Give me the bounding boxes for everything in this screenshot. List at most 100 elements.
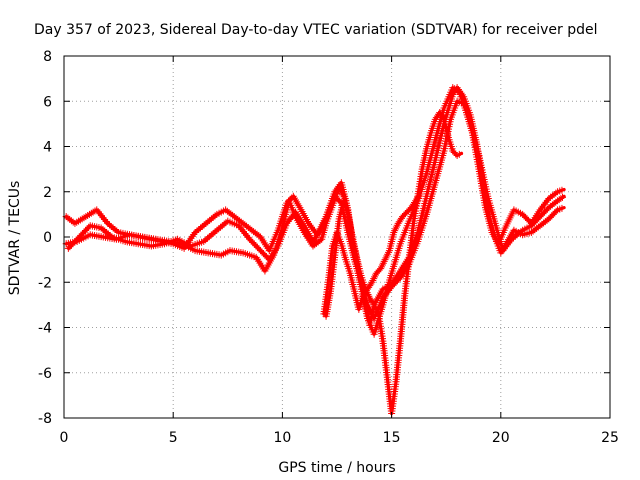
data-point-marker [206,216,214,224]
data-point-marker [261,251,269,259]
data-point-marker [104,219,112,227]
data-point-marker [391,280,399,288]
data-point-marker [369,299,377,307]
data-point-marker [439,114,447,122]
data-point-marker [372,304,380,312]
data-point-marker [72,236,80,244]
x-tick-label: 25 [601,430,619,446]
data-point-marker [249,238,257,246]
data-point-marker [449,147,457,155]
data-point-marker [367,280,375,288]
data-point-marker [85,210,93,218]
data-point-marker [202,219,210,227]
data-point-marker [378,261,386,269]
data-point-marker [549,210,557,218]
data-point-marker [392,278,400,286]
data-point-marker [82,213,90,221]
data-point-marker [87,209,95,217]
series-track-e [320,192,423,318]
data-point-marker [67,241,75,249]
data-point-marker [524,216,532,224]
data-point-marker [84,212,92,220]
data-point-marker [519,210,527,218]
data-point-marker [220,220,228,228]
data-point-marker [370,301,378,309]
data-point-marker [83,225,91,233]
data-point-marker [399,213,407,221]
series-track-c [64,97,566,322]
data-point-marker [381,256,389,264]
data-point-marker [255,232,263,240]
data-point-marker [558,204,566,212]
data-point-marker [332,194,340,202]
data-point-marker [392,223,400,231]
data-point-marker [392,225,400,233]
data-point-marker [284,197,292,205]
data-point-marker [414,193,422,201]
data-point-marker [71,219,79,227]
data-point-marker [539,210,547,218]
data-point-marker [69,239,77,247]
series-track-b [62,84,566,338]
data-point-marker [515,229,523,237]
data-point-marker [99,225,107,233]
data-point-marker [80,228,88,236]
data-point-marker [106,221,113,229]
data-point-marker [262,253,270,261]
data-point-marker [200,221,208,229]
x-tick-label: 5 [169,430,178,446]
data-point-marker [529,220,537,228]
data-point-marker [552,189,560,197]
data-point-marker [415,192,423,200]
data-point-marker [259,250,267,258]
data-point-marker [393,221,401,229]
data-point-marker [373,306,381,314]
data-point-marker [510,234,518,242]
y-tick-label: 8 [43,49,52,65]
data-point-marker [385,248,393,256]
data-point-marker [82,227,90,235]
series-track-d [322,109,464,417]
data-point-marker [77,231,85,239]
data-point-marker [527,222,535,230]
data-point-marker [508,235,516,243]
data-point-marker [107,222,115,230]
data-point-marker [213,226,221,234]
y-tick-label: 6 [43,94,52,110]
data-point-marker [316,237,324,245]
data-point-marker [75,217,83,225]
data-point-marker [222,219,230,227]
data-point-marker [401,210,409,218]
data-point-marker [204,218,212,226]
y-tick-label: -4 [38,321,52,337]
data-point-marker [211,212,219,220]
data-point-marker [257,247,265,255]
data-point-marker [91,207,99,215]
data-point-marker [207,215,215,223]
data-point-marker [530,219,538,227]
data-point-marker [548,212,556,220]
y-tick-label: 0 [43,230,52,246]
data-point-marker [558,193,566,201]
data-point-marker [372,269,380,277]
data-point-marker [253,243,261,251]
data-point-marker [113,227,121,235]
data-point-marker [450,149,458,157]
data-point-marker [258,248,266,256]
data-point-marker [85,223,93,231]
data-point-marker [335,182,343,190]
data-point-marker [543,205,551,213]
data-point-marker [542,207,550,215]
data-point-marker [551,209,559,217]
data-point-marker [532,217,540,225]
x-tick-label: 15 [383,430,401,446]
data-point-marker [552,207,560,215]
data-point-marker [197,224,204,232]
data-point-marker [522,213,530,221]
data-point-marker [538,211,546,219]
data-point-marker [74,235,82,243]
data-point-marker [209,213,217,221]
data-point-marker [543,216,551,224]
data-point-marker [111,225,119,233]
